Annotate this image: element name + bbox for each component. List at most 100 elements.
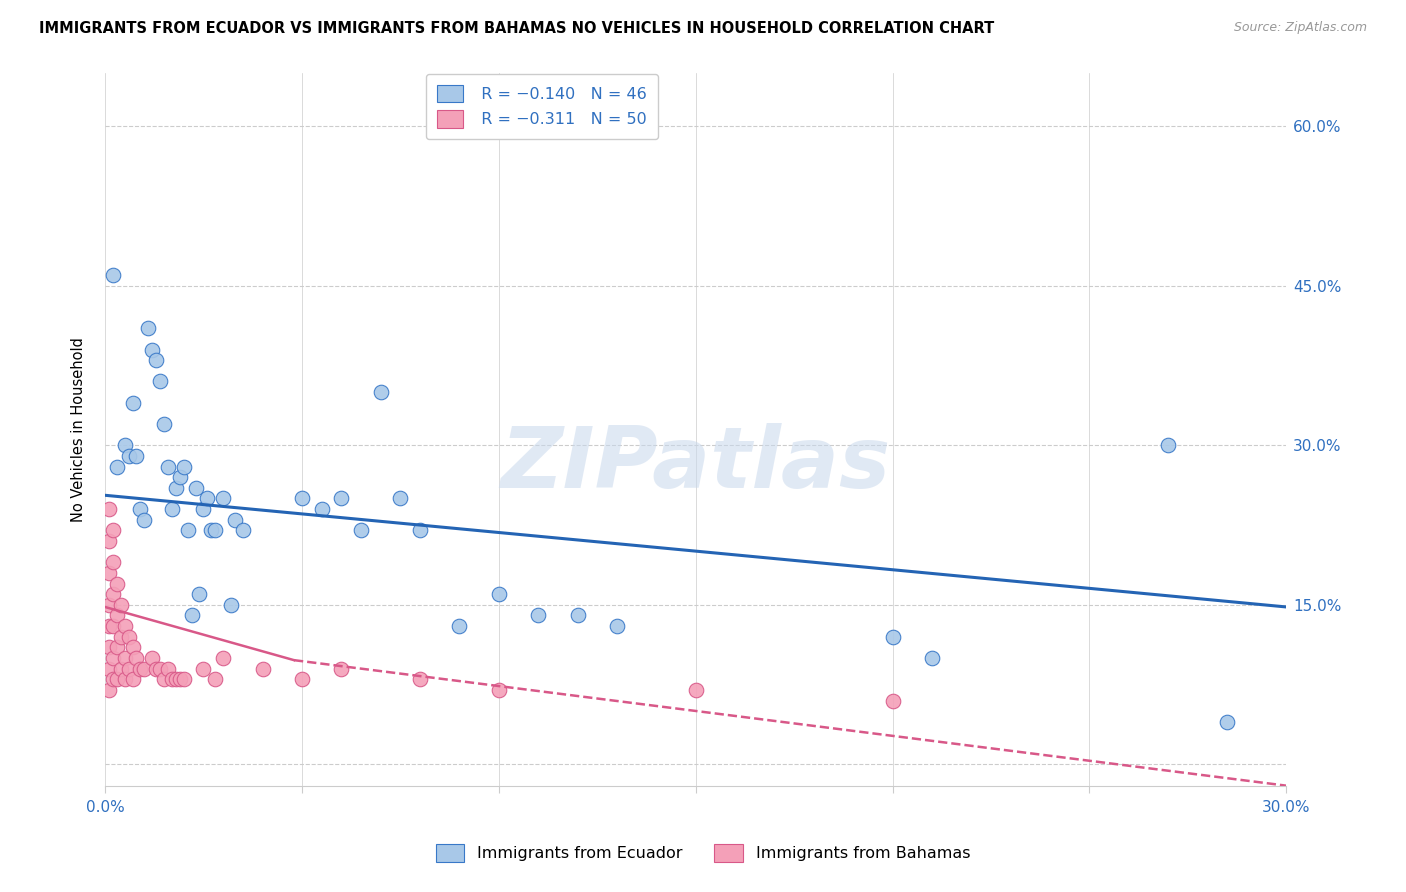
- Point: [141, 343, 163, 357]
- Point: [114, 438, 136, 452]
- Text: Source: ZipAtlas.com: Source: ZipAtlas.com: [1233, 21, 1367, 34]
- Point: [129, 662, 152, 676]
- Point: [125, 651, 148, 665]
- Point: [125, 449, 148, 463]
- Legend: Immigrants from Ecuador, Immigrants from Bahamas: Immigrants from Ecuador, Immigrants from…: [429, 838, 977, 868]
- Point: [188, 587, 211, 601]
- Point: [110, 598, 132, 612]
- Point: [114, 673, 136, 687]
- Point: [180, 608, 202, 623]
- Point: [291, 673, 314, 687]
- Point: [330, 491, 353, 506]
- Point: [105, 459, 128, 474]
- Point: [156, 459, 179, 474]
- Text: ZIPatlas: ZIPatlas: [501, 424, 891, 507]
- Point: [101, 673, 124, 687]
- Point: [212, 651, 235, 665]
- Point: [121, 395, 143, 409]
- Point: [97, 598, 120, 612]
- Point: [219, 598, 242, 612]
- Point: [105, 640, 128, 655]
- Point: [204, 524, 226, 538]
- Point: [882, 630, 904, 644]
- Point: [488, 587, 510, 601]
- Point: [105, 576, 128, 591]
- Point: [882, 693, 904, 707]
- Point: [389, 491, 412, 506]
- Point: [606, 619, 628, 633]
- Point: [101, 619, 124, 633]
- Point: [921, 651, 943, 665]
- Point: [121, 640, 143, 655]
- Point: [97, 640, 120, 655]
- Point: [330, 662, 353, 676]
- Point: [169, 673, 191, 687]
- Point: [134, 662, 156, 676]
- Point: [488, 682, 510, 697]
- Point: [193, 502, 215, 516]
- Point: [232, 524, 254, 538]
- Point: [117, 662, 139, 676]
- Point: [224, 513, 246, 527]
- Point: [184, 481, 207, 495]
- Point: [204, 673, 226, 687]
- Point: [1157, 438, 1180, 452]
- Point: [97, 566, 120, 580]
- Point: [169, 470, 191, 484]
- Point: [114, 619, 136, 633]
- Y-axis label: No Vehicles in Household: No Vehicles in Household: [72, 337, 86, 522]
- Point: [409, 673, 432, 687]
- Point: [110, 662, 132, 676]
- Point: [117, 630, 139, 644]
- Point: [370, 385, 392, 400]
- Point: [449, 619, 471, 633]
- Point: [195, 491, 218, 506]
- Point: [153, 673, 176, 687]
- Point: [252, 662, 274, 676]
- Point: [121, 673, 143, 687]
- Point: [145, 353, 167, 368]
- Point: [141, 651, 163, 665]
- Point: [527, 608, 550, 623]
- Point: [160, 673, 183, 687]
- Point: [409, 524, 432, 538]
- Point: [173, 673, 195, 687]
- Legend:   R = −0.140   N = 46,   R = −0.311   N = 50: R = −0.140 N = 46, R = −0.311 N = 50: [426, 74, 658, 139]
- Point: [200, 524, 222, 538]
- Point: [105, 608, 128, 623]
- Point: [145, 662, 167, 676]
- Point: [101, 268, 124, 282]
- Point: [160, 502, 183, 516]
- Point: [97, 502, 120, 516]
- Point: [311, 502, 333, 516]
- Point: [136, 321, 159, 335]
- Point: [101, 555, 124, 569]
- Text: IMMIGRANTS FROM ECUADOR VS IMMIGRANTS FROM BAHAMAS NO VEHICLES IN HOUSEHOLD CORR: IMMIGRANTS FROM ECUADOR VS IMMIGRANTS FR…: [39, 21, 994, 36]
- Point: [173, 459, 195, 474]
- Point: [176, 524, 198, 538]
- Point: [101, 651, 124, 665]
- Point: [165, 481, 187, 495]
- Point: [105, 673, 128, 687]
- Point: [134, 513, 156, 527]
- Point: [153, 417, 176, 431]
- Point: [149, 375, 172, 389]
- Point: [97, 682, 120, 697]
- Point: [110, 630, 132, 644]
- Point: [1216, 714, 1239, 729]
- Point: [114, 651, 136, 665]
- Point: [685, 682, 707, 697]
- Point: [212, 491, 235, 506]
- Point: [193, 662, 215, 676]
- Point: [291, 491, 314, 506]
- Point: [165, 673, 187, 687]
- Point: [149, 662, 172, 676]
- Point: [97, 662, 120, 676]
- Point: [567, 608, 589, 623]
- Point: [129, 502, 152, 516]
- Point: [117, 449, 139, 463]
- Point: [101, 587, 124, 601]
- Point: [97, 534, 120, 549]
- Point: [101, 524, 124, 538]
- Point: [156, 662, 179, 676]
